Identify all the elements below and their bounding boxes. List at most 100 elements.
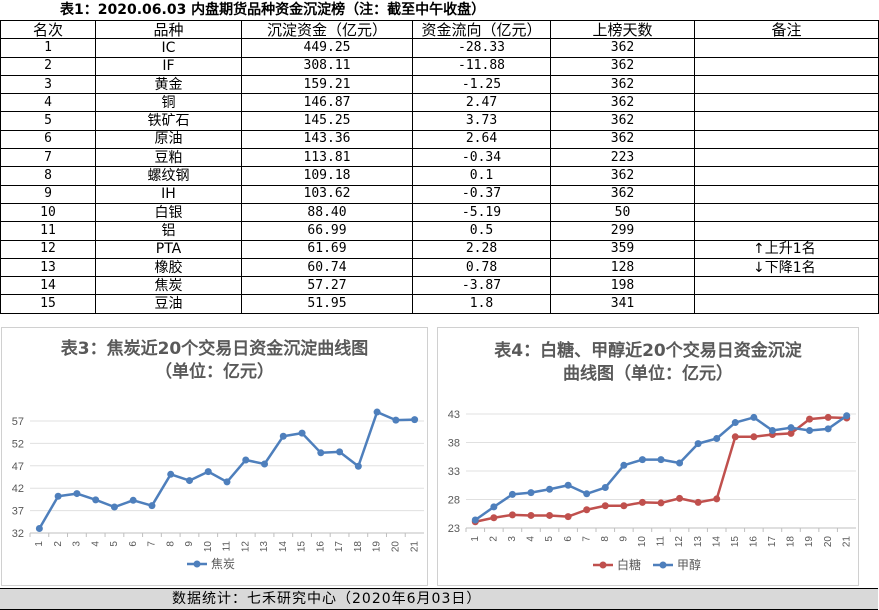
- data-point: [694, 498, 702, 506]
- cell-variety: 铜: [95, 93, 242, 113]
- data-point: [54, 492, 62, 500]
- cell-rank: 10: [0, 202, 96, 223]
- cell-flow: 1.8: [412, 294, 551, 314]
- cell-flow: -0.37: [412, 184, 551, 204]
- x-tick-label: 13: [259, 541, 270, 553]
- cell-flow: -0.34: [412, 148, 551, 168]
- cell-variety: IF: [95, 56, 242, 76]
- cell-capital: 103.62: [241, 184, 413, 204]
- cell-rank: 3: [0, 74, 96, 95]
- data-point: [242, 456, 250, 464]
- x-tick-label: 9: [618, 536, 629, 542]
- cell-note: [694, 111, 879, 131]
- data-point: [373, 408, 381, 416]
- data-point: [601, 484, 609, 492]
- data-point: [676, 494, 684, 502]
- x-tick-label: 12: [674, 536, 685, 548]
- y-tick-label: 38: [448, 438, 460, 450]
- cell-variety: 铁矿石: [95, 111, 242, 131]
- data-point: [806, 427, 814, 435]
- x-tick-label: 14: [711, 536, 722, 548]
- cell-flow: -5.19: [412, 202, 551, 223]
- data-point: [490, 503, 498, 511]
- table-row: 14 焦炭 57.27 -3.87 198: [0, 276, 879, 296]
- y-tick-label: 28: [448, 495, 460, 507]
- y-tick-label: 23: [448, 523, 460, 535]
- cell-note: ↓下降1名: [694, 257, 879, 278]
- x-tick-label: 8: [165, 541, 176, 547]
- cell-rank: 15: [0, 294, 96, 314]
- x-tick-label: 6: [563, 536, 574, 542]
- header-capital: 沉淀资金（亿元）: [241, 19, 413, 40]
- legend-label: 白糖: [617, 557, 641, 572]
- cell-variety: IH: [95, 184, 242, 204]
- cell-capital: 109.18: [241, 166, 413, 186]
- cell-note: [694, 74, 879, 95]
- data-point: [731, 433, 739, 441]
- x-tick-label: 8: [600, 536, 611, 542]
- data-point: [713, 435, 721, 443]
- cell-variety: 豆粕: [95, 148, 242, 168]
- y-tick-label: 47: [12, 461, 24, 473]
- x-tick-label: 15: [297, 541, 308, 553]
- chart3-title: 表3：焦炭近20个交易日资金沉淀曲线图: [60, 339, 369, 359]
- cell-flow: 0.78: [412, 257, 551, 278]
- table-header-row: 名次 品种 沉淀资金（亿元） 资金流向（亿元） 上榜天数 备注: [0, 19, 879, 40]
- footer-bar: 数据统计：七禾研究中心（2020年6月03日）: [0, 588, 878, 610]
- cell-rank: 6: [0, 129, 96, 150]
- cell-capital: 61.69: [241, 239, 413, 259]
- cell-note: [694, 56, 879, 76]
- x-tick-label: 3: [507, 536, 518, 542]
- table-row: 6 原油 143.36 2.64 362: [0, 129, 879, 150]
- x-tick-label: 19: [804, 536, 815, 548]
- cell-note: [694, 148, 879, 168]
- cell-note: [694, 294, 879, 314]
- table-row: 10 白银 88.40 -5.19 50: [0, 202, 879, 223]
- x-tick-label: 12: [240, 541, 251, 553]
- x-tick-label: 13: [693, 536, 704, 548]
- header-flow: 资金流向（亿元）: [412, 19, 551, 40]
- x-tick-label: 5: [544, 536, 555, 542]
- data-point: [787, 429, 795, 437]
- cell-variety: 焦炭: [95, 276, 242, 296]
- cell-capital: 308.11: [241, 56, 413, 76]
- cell-days: 341: [550, 294, 695, 314]
- cell-rank: 12: [0, 239, 96, 259]
- data-point: [110, 503, 118, 511]
- data-point: [148, 502, 156, 510]
- data-point: [657, 499, 665, 507]
- x-tick-label: 20: [823, 536, 834, 548]
- cell-variety: 铝: [95, 221, 242, 241]
- x-tick-label: 16: [315, 541, 326, 553]
- cell-days: 128: [550, 257, 695, 278]
- cell-rank: 4: [0, 93, 96, 113]
- cell-variety: 螺纹钢: [95, 166, 242, 186]
- cell-days: 362: [550, 111, 695, 131]
- x-tick-label: 17: [334, 541, 345, 553]
- data-point: [392, 416, 400, 424]
- table-row: 9 IH 103.62 -0.37 362: [0, 184, 879, 204]
- data-point: [185, 477, 193, 485]
- data-point: [298, 429, 306, 437]
- data-point: [601, 502, 609, 510]
- cell-flow: 2.47: [412, 93, 551, 113]
- table-title: 表1：2020.06.03 内盘期货品种资金沉淀榜（注：截至中午收盘）: [60, 2, 486, 18]
- data-point: [731, 419, 739, 427]
- x-tick-label: 4: [90, 541, 101, 547]
- x-tick-label: 1: [34, 541, 45, 547]
- fund-ranking-table: 名次 品种 沉淀资金（亿元） 资金流向（亿元） 上榜天数 备注 1 IC 449.2…: [0, 19, 879, 314]
- cell-days: 299: [550, 221, 695, 241]
- footer-source: 数据统计：七禾研究中心（2020年6月03日）: [172, 591, 482, 607]
- cell-rank: 13: [0, 257, 96, 278]
- y-tick-label: 42: [12, 483, 24, 495]
- table-row: 2 IF 308.11 -11.88 362: [0, 56, 879, 76]
- x-tick-label: 15: [730, 536, 741, 548]
- data-point: [471, 516, 479, 524]
- data-point: [261, 460, 269, 468]
- cell-variety: 豆油: [95, 294, 242, 314]
- cell-days: 362: [550, 184, 695, 204]
- x-tick-label: 1: [470, 536, 481, 542]
- cell-rank: 14: [0, 276, 96, 296]
- cell-flow: 3.73: [412, 111, 551, 131]
